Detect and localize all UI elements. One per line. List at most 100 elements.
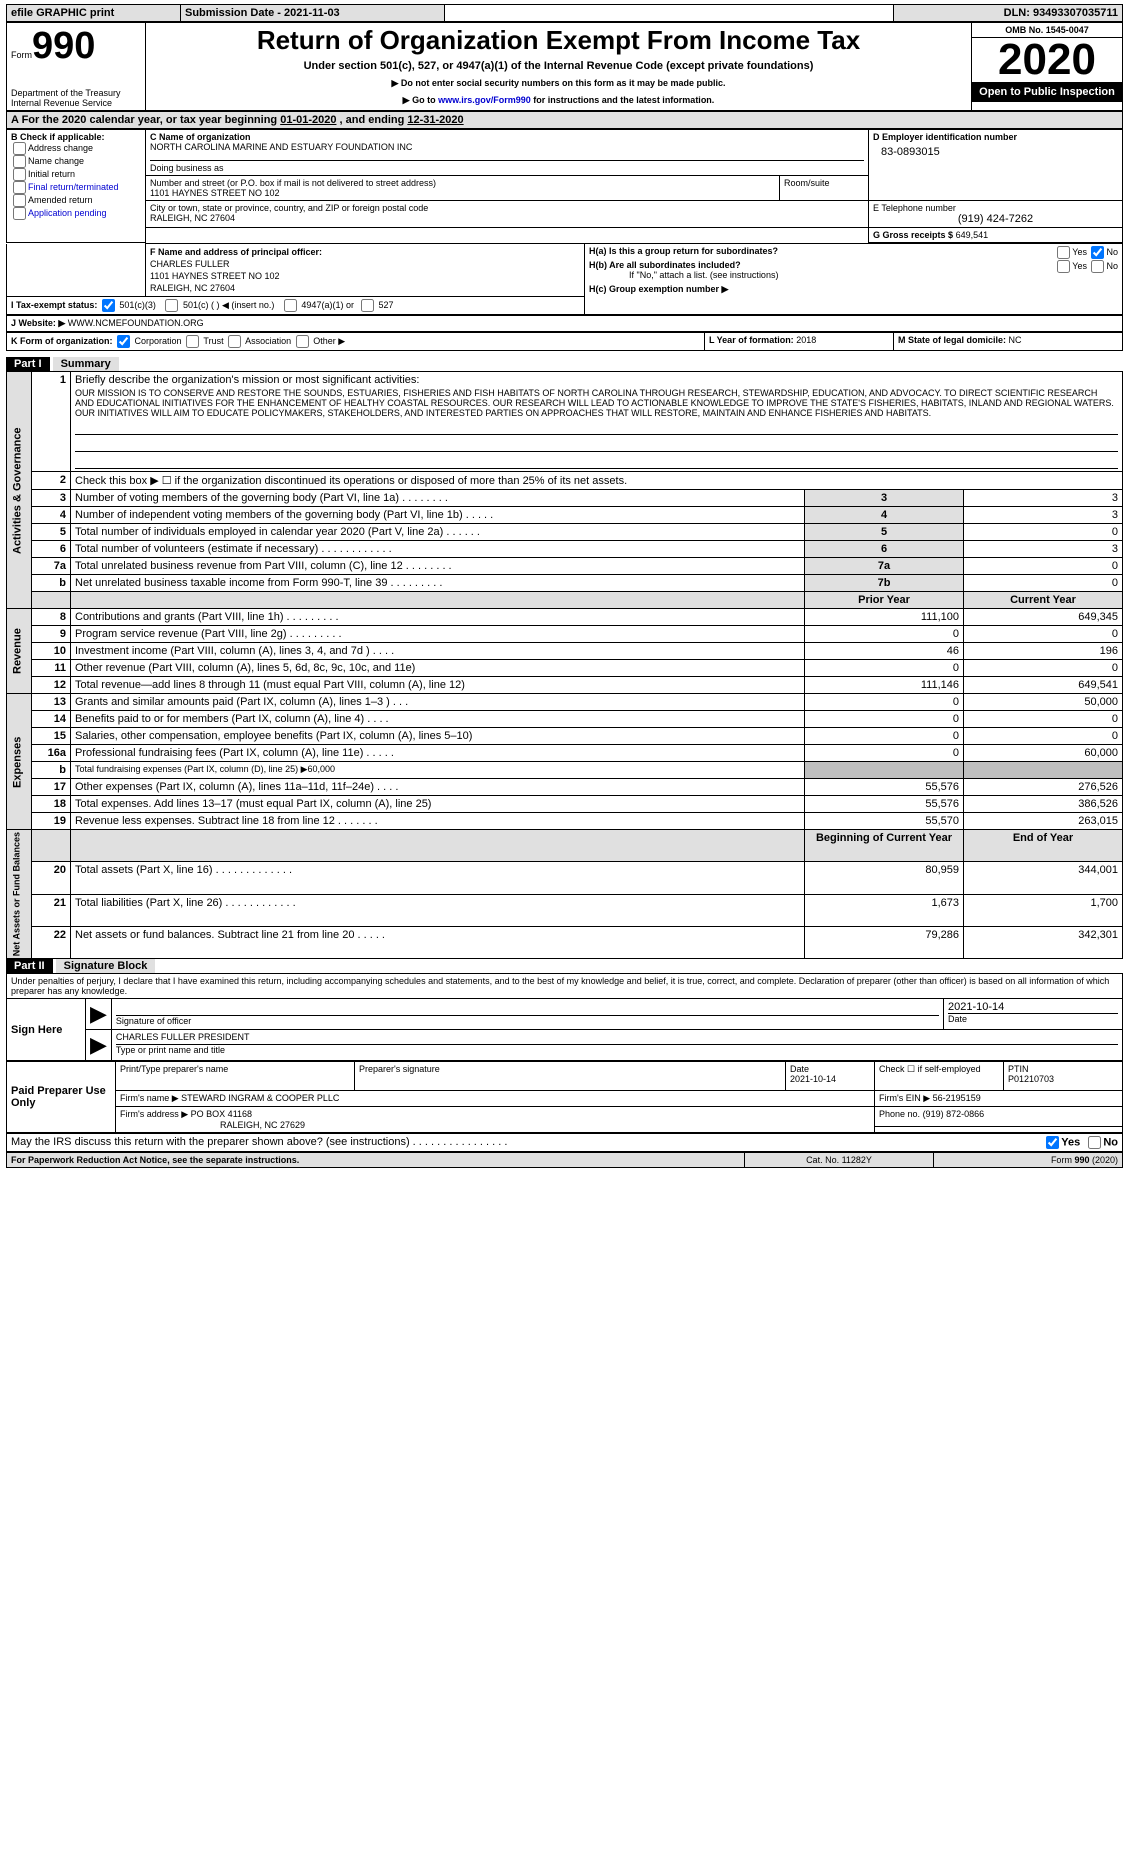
footer: For Paperwork Reduction Act Notice, see … bbox=[6, 1152, 1123, 1168]
chk-final-return[interactable] bbox=[13, 181, 26, 194]
gross-receipts-label: G Gross receipts $ bbox=[873, 230, 953, 240]
firm-addr2: RALEIGH, NC 27629 bbox=[220, 1120, 305, 1130]
phone-label: E Telephone number bbox=[873, 203, 1118, 213]
open-inspection: Open to Public Inspection bbox=[972, 82, 1122, 102]
h-b-note: If "No," attach a list. (see instruction… bbox=[629, 270, 1118, 280]
city-label: City or town, state or province, country… bbox=[150, 203, 864, 213]
ptin-label: PTIN bbox=[1008, 1064, 1118, 1074]
firm-addr-label: Firm's address ▶ bbox=[120, 1109, 188, 1119]
submission-date: Submission Date - 2021-11-03 bbox=[181, 5, 445, 22]
main-title: Return of Organization Exempt From Incom… bbox=[150, 25, 967, 56]
firm-name-label: Firm's name ▶ bbox=[120, 1093, 179, 1103]
officer-label: F Name and address of principal officer: bbox=[150, 247, 322, 257]
header-block: Form990 Department of the Treasury Inter… bbox=[6, 22, 1123, 111]
chk-ha-no[interactable] bbox=[1091, 246, 1104, 259]
tax-status-label: I Tax-exempt status: bbox=[11, 300, 97, 310]
officer-addr2: RALEIGH, NC 27604 bbox=[150, 283, 235, 293]
firm-ein-label: Firm's EIN ▶ bbox=[879, 1093, 930, 1103]
line1-prompt: Briefly describe the organization's miss… bbox=[75, 374, 1118, 386]
part2-title: Signature Block bbox=[56, 959, 156, 973]
chk-501c3[interactable] bbox=[102, 299, 115, 312]
chk-initial-return[interactable] bbox=[13, 168, 26, 181]
firm-ein-value: 56-2195159 bbox=[933, 1093, 981, 1103]
side-expenses: Expenses bbox=[7, 694, 32, 830]
h-b-label: H(b) Are all subordinates included? bbox=[589, 260, 741, 270]
line2-text: Check this box ▶ ☐ if the organization d… bbox=[71, 472, 1123, 490]
mission-text: OUR MISSION IS TO CONSERVE AND RESTORE T… bbox=[75, 388, 1118, 418]
year-formation-value: 2018 bbox=[796, 335, 816, 345]
form-number: 990 bbox=[32, 25, 95, 67]
dept-treasury: Department of the Treasury bbox=[11, 88, 141, 98]
sig-date-label: Date bbox=[948, 1013, 1118, 1024]
tax-year: 2020 bbox=[972, 38, 1122, 82]
subtitle: Under section 501(c), 527, or 4947(a)(1)… bbox=[150, 60, 967, 72]
part1-title: Summary bbox=[53, 357, 119, 371]
row-3: 3Number of voting members of the governi… bbox=[7, 490, 1123, 507]
form-990-page: efile GRAPHIC print Submission Date - 20… bbox=[0, 0, 1129, 1172]
chk-amended-return[interactable] bbox=[13, 194, 26, 207]
pp-date-value: 2021-10-14 bbox=[790, 1074, 870, 1084]
part1-header: Part I Summary bbox=[6, 357, 1123, 371]
end-year-hdr: End of Year bbox=[964, 830, 1123, 862]
irs-link[interactable]: www.irs.gov/Form990 bbox=[438, 95, 531, 105]
ssn-warning: ▶ Do not enter social security numbers o… bbox=[150, 78, 967, 89]
org-name-label: C Name of organization bbox=[150, 132, 864, 142]
sig-date-value: 2021-10-14 bbox=[948, 1001, 1118, 1013]
side-netassets: Net Assets or Fund Balances bbox=[7, 830, 32, 959]
paid-preparer-block: Paid Preparer Use Only Print/Type prepar… bbox=[6, 1061, 1123, 1133]
chk-ha-yes[interactable] bbox=[1057, 246, 1070, 259]
city-value: RALEIGH, NC 27604 bbox=[150, 213, 864, 223]
curr-year-hdr: Current Year bbox=[964, 592, 1123, 609]
h-a-label: H(a) Is this a group return for subordin… bbox=[589, 246, 778, 256]
website-row: J Website: ▶ WWW.NCMEFOUNDATION.ORG bbox=[7, 316, 1123, 332]
row-7b: bNet unrelated business taxable income f… bbox=[7, 575, 1123, 592]
chk-other[interactable] bbox=[296, 335, 309, 348]
firm-phone-label: Phone no. bbox=[879, 1109, 920, 1119]
form-label: Form bbox=[11, 50, 32, 60]
pp-name-label: Print/Type preparer's name bbox=[120, 1064, 350, 1074]
street-address: 1101 HAYNES STREET NO 102 bbox=[150, 188, 775, 198]
chk-address-change[interactable] bbox=[13, 142, 26, 155]
prior-year-hdr: Prior Year bbox=[805, 592, 964, 609]
perjury-text: Under penalties of perjury, I declare th… bbox=[6, 973, 1123, 998]
chk-discuss-yes[interactable] bbox=[1046, 1136, 1059, 1149]
chk-corp[interactable] bbox=[117, 335, 130, 348]
room-suite-label: Room/suite bbox=[784, 178, 864, 188]
discuss-row: May the IRS discuss this return with the… bbox=[7, 1134, 1123, 1152]
chk-trust[interactable] bbox=[186, 335, 199, 348]
chk-4947[interactable] bbox=[284, 299, 297, 312]
pp-date-label: Date bbox=[790, 1064, 870, 1074]
phone-value: (919) 424-7262 bbox=[873, 213, 1118, 225]
sign-here-label: Sign Here bbox=[7, 999, 86, 1061]
chk-assoc[interactable] bbox=[228, 335, 241, 348]
efile-button[interactable]: efile GRAPHIC print bbox=[7, 5, 181, 22]
chk-527[interactable] bbox=[361, 299, 374, 312]
topbar: efile GRAPHIC print Submission Date - 20… bbox=[6, 4, 1123, 22]
begin-year-hdr: Beginning of Current Year bbox=[805, 830, 964, 862]
firm-addr1: PO BOX 41168 bbox=[191, 1109, 252, 1119]
signer-name: CHARLES FULLER PRESIDENT bbox=[116, 1032, 1118, 1045]
gross-receipts-value: 649,541 bbox=[956, 230, 989, 240]
pp-sig-label: Preparer's signature bbox=[359, 1064, 781, 1074]
org-name: NORTH CAROLINA MARINE AND ESTUARY FOUNDA… bbox=[150, 142, 864, 152]
h-c-label: H(c) Group exemption number ▶ bbox=[589, 284, 1118, 295]
chk-hb-yes[interactable] bbox=[1057, 260, 1070, 273]
sig-type-label: Type or print name and title bbox=[116, 1045, 1118, 1055]
line-a: A For the 2020 calendar year, or tax yea… bbox=[7, 112, 1123, 129]
chk-application-pending[interactable] bbox=[13, 207, 26, 220]
domicile-label: M State of legal domicile: bbox=[898, 335, 1006, 345]
year-formation-label: L Year of formation: bbox=[709, 335, 794, 345]
side-revenue: Revenue bbox=[7, 609, 32, 694]
ein-label: D Employer identification number bbox=[873, 132, 1118, 142]
firm-name-value: STEWARD INGRAM & COOPER PLLC bbox=[181, 1093, 339, 1103]
goto-post: for instructions and the latest informat… bbox=[531, 95, 715, 105]
goto-pre: ▶ Go to bbox=[403, 95, 438, 105]
chk-discuss-no[interactable] bbox=[1088, 1136, 1101, 1149]
chk-name-change[interactable] bbox=[13, 155, 26, 168]
chk-hb-no[interactable] bbox=[1091, 260, 1104, 273]
row-6: 6Total number of volunteers (estimate if… bbox=[7, 541, 1123, 558]
chk-501c[interactable] bbox=[165, 299, 178, 312]
firm-phone-value: (919) 872-0866 bbox=[923, 1109, 985, 1119]
klm-row: K Form of organization: Corporation Trus… bbox=[6, 332, 1123, 351]
paid-preparer-label: Paid Preparer Use Only bbox=[7, 1062, 116, 1133]
